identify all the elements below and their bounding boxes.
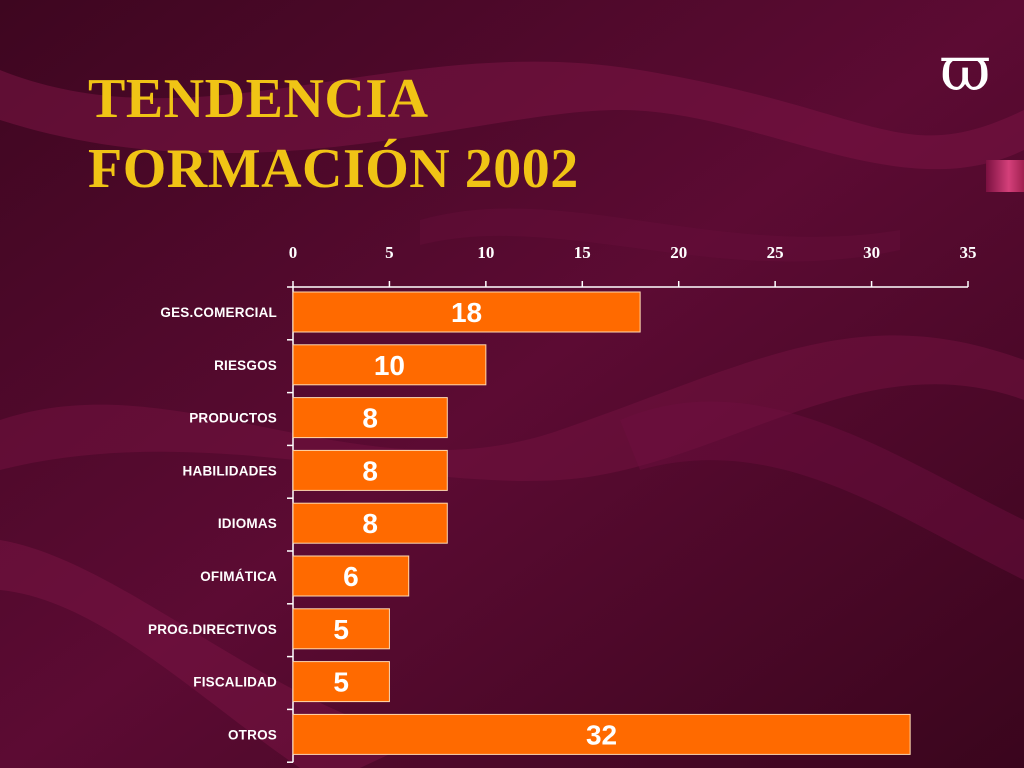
bar-value-label: 6	[343, 561, 359, 592]
bar	[292, 344, 487, 386]
x-tick-label: 25	[767, 243, 784, 262]
category-label: HABILIDADES	[183, 463, 277, 478]
bar-value-label: 10	[374, 350, 405, 381]
x-tick-label: 30	[863, 243, 880, 262]
brand-logo-icon: ϖ	[940, 32, 991, 105]
slide-title: TENDENCIA FORMACIÓN 2002	[88, 64, 579, 204]
bar-value-label: 5	[333, 614, 349, 645]
category-label: GES.COMERCIAL	[160, 305, 277, 320]
bar-value-label: 18	[451, 297, 482, 328]
bar	[292, 608, 390, 650]
category-label: FISCALIDAD	[193, 675, 277, 690]
bar	[292, 449, 448, 491]
bar	[292, 291, 641, 333]
bar	[292, 713, 911, 755]
x-tick-label: 0	[289, 243, 298, 262]
decorative-corner-tab	[986, 160, 1024, 192]
category-label: PROG.DIRECTIVOS	[148, 622, 277, 637]
category-label: OFIMÁTICA	[200, 569, 277, 584]
bar-value-label: 8	[362, 403, 378, 434]
bar-value-label: 8	[362, 508, 378, 539]
bar	[292, 661, 390, 703]
category-label: PRODUCTOS	[189, 411, 277, 426]
category-label: RIESGOS	[214, 358, 277, 373]
bar	[292, 555, 410, 597]
slide-title-line-2: FORMACIÓN 2002	[88, 138, 579, 200]
bar	[292, 502, 448, 544]
x-tick-label: 5	[385, 243, 394, 262]
x-tick-label: 10	[477, 243, 494, 262]
x-tick-label: 20	[670, 243, 687, 262]
x-tick-label: 35	[960, 243, 977, 262]
slide-title-line-1: TENDENCIA	[88, 68, 429, 130]
bar-value-label: 8	[362, 455, 378, 486]
bar	[292, 397, 448, 439]
category-label: IDIOMAS	[218, 516, 277, 531]
x-tick-label: 15	[574, 243, 591, 262]
bar-value-label: 5	[333, 667, 349, 698]
category-label: OTROS	[228, 727, 277, 742]
bar-value-label: 32	[586, 719, 617, 750]
